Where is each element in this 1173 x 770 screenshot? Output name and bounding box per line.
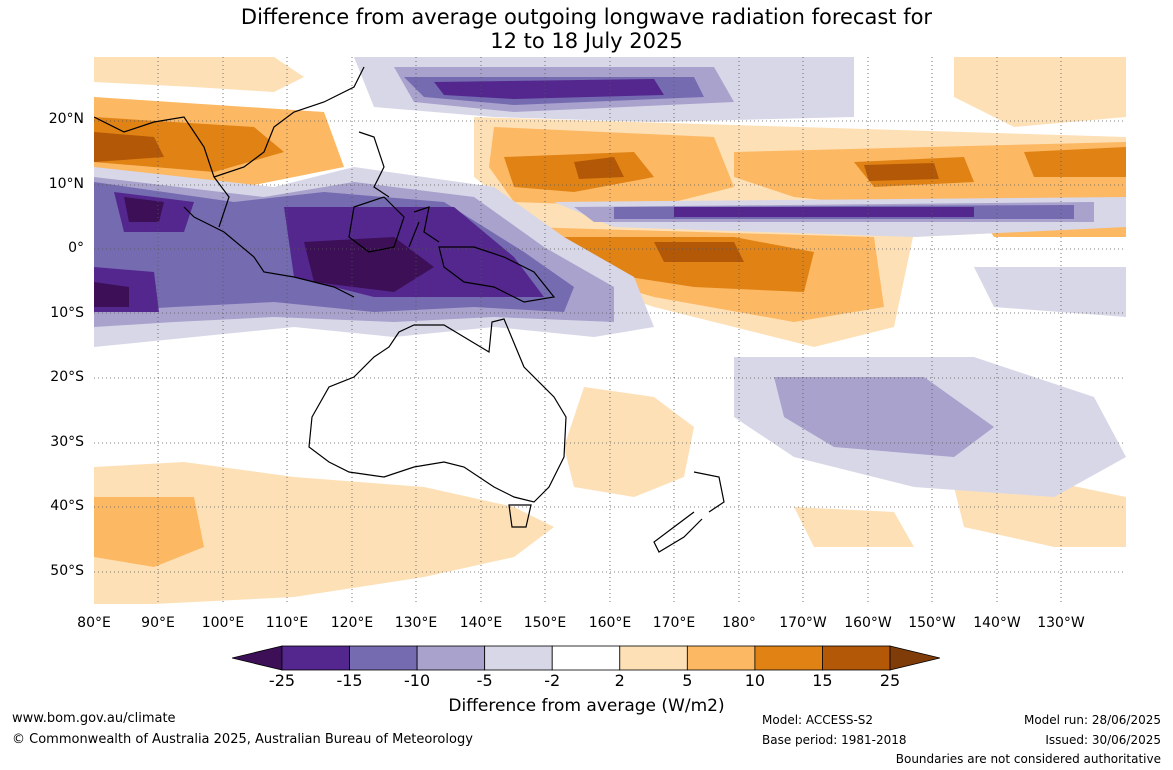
sumatra-java-coastline [183,206,355,298]
colorbar-tick-label: -10 [404,671,431,690]
lon-label-170e: 170°E [652,615,696,631]
footer-url: www.bom.gov.au/climate [12,711,176,726]
footer-base-period: Base period: 1981-2018 [762,733,907,747]
colorbar-swatch [754,645,823,671]
lon-label-180: 180° [722,615,756,631]
colorbar-label: Difference from average (W/m2) [448,696,725,716]
philippines-coastline [358,131,390,198]
footer-issued: Issued: 30/06/2025 [1045,733,1161,747]
colorbar-tick-label: -5 [476,671,493,690]
colorbar-swatch [551,645,621,671]
coastlines [94,66,725,553]
new-guinea-coastline [438,246,556,303]
colorbar-swatch [619,645,688,671]
footer-copyright: © Commonwealth of Australia 2025, Austra… [12,732,473,747]
lon-label-150w: 150°W [908,615,956,631]
colorbar-tick-label: 10 [744,671,766,690]
australia-coastline [308,318,567,503]
lat-label-20s: 20°S [50,369,84,385]
graticule [94,57,1126,604]
lon-label-100e: 100°E [201,615,245,631]
colorbar-swatch [281,645,350,671]
lat-label-10n: 10°N [48,176,84,192]
lon-label-170w: 170°W [779,615,827,631]
chart-title-line1: Difference from average outgoing longwav… [240,5,933,29]
olr-anomaly-map [94,57,1126,604]
lon-label-90e: 90°E [141,615,175,631]
colorbar-swatch [822,645,891,671]
lon-label-160e: 160°E [588,615,632,631]
lon-label-150e: 150°E [523,615,567,631]
lon-label-160w: 160°W [844,615,892,631]
lat-label-40s: 40°S [50,498,84,514]
lat-label-20n: 20°N [48,111,84,127]
lat-label-10s: 10°S [50,305,84,321]
lon-label-80e: 80°E [77,615,111,631]
footer-model: Model: ACCESS-S2 [762,713,874,727]
lon-label-140e: 140°E [459,615,503,631]
lat-label-30s: 30°S [50,434,84,450]
colorbar [231,645,941,671]
colorbar-swatch [349,645,418,671]
colorbar-tick-label: 5 [682,671,693,690]
colorbar-tick-label: -15 [336,671,363,690]
sulawesi-coastline [408,206,440,248]
asia-coastline [94,66,365,228]
lon-label-120e: 120°E [330,615,374,631]
colorbar-end-low [231,645,283,671]
borneo-coastline [348,196,405,253]
colorbar-swatch [686,645,756,671]
anomaly-shading [94,57,1126,604]
lat-label-0: 0° [68,240,84,256]
tasmania-coastline [508,504,532,528]
new-zealand-coastline [653,471,725,553]
lon-label-140w: 140°W [973,615,1021,631]
footer-disclaimer: Boundaries are not considered authoritat… [895,752,1161,766]
colorbar-tick-label: 25 [879,671,901,690]
footer-model-run: Model run: 28/06/2025 [1023,713,1161,727]
map-canvas [94,57,1126,604]
lon-label-110e: 110°E [265,615,309,631]
chart-title-line2: 12 to 18 July 2025 [490,29,683,53]
colorbar-end-high [889,645,941,671]
colorbar-swatch [416,645,486,671]
colorbar-swatch [484,645,553,671]
colorbar-svg [231,645,941,671]
colorbar-tick-label: 15 [812,671,833,690]
lat-label-50s: 50°S [50,563,84,579]
lon-label-130w: 130°W [1037,615,1085,631]
colorbar-tick-label: -2 [544,671,561,690]
colorbar-tick-label: 2 [614,671,625,690]
lon-label-130e: 130°E [394,615,438,631]
colorbar-tick-label: -25 [268,671,296,690]
